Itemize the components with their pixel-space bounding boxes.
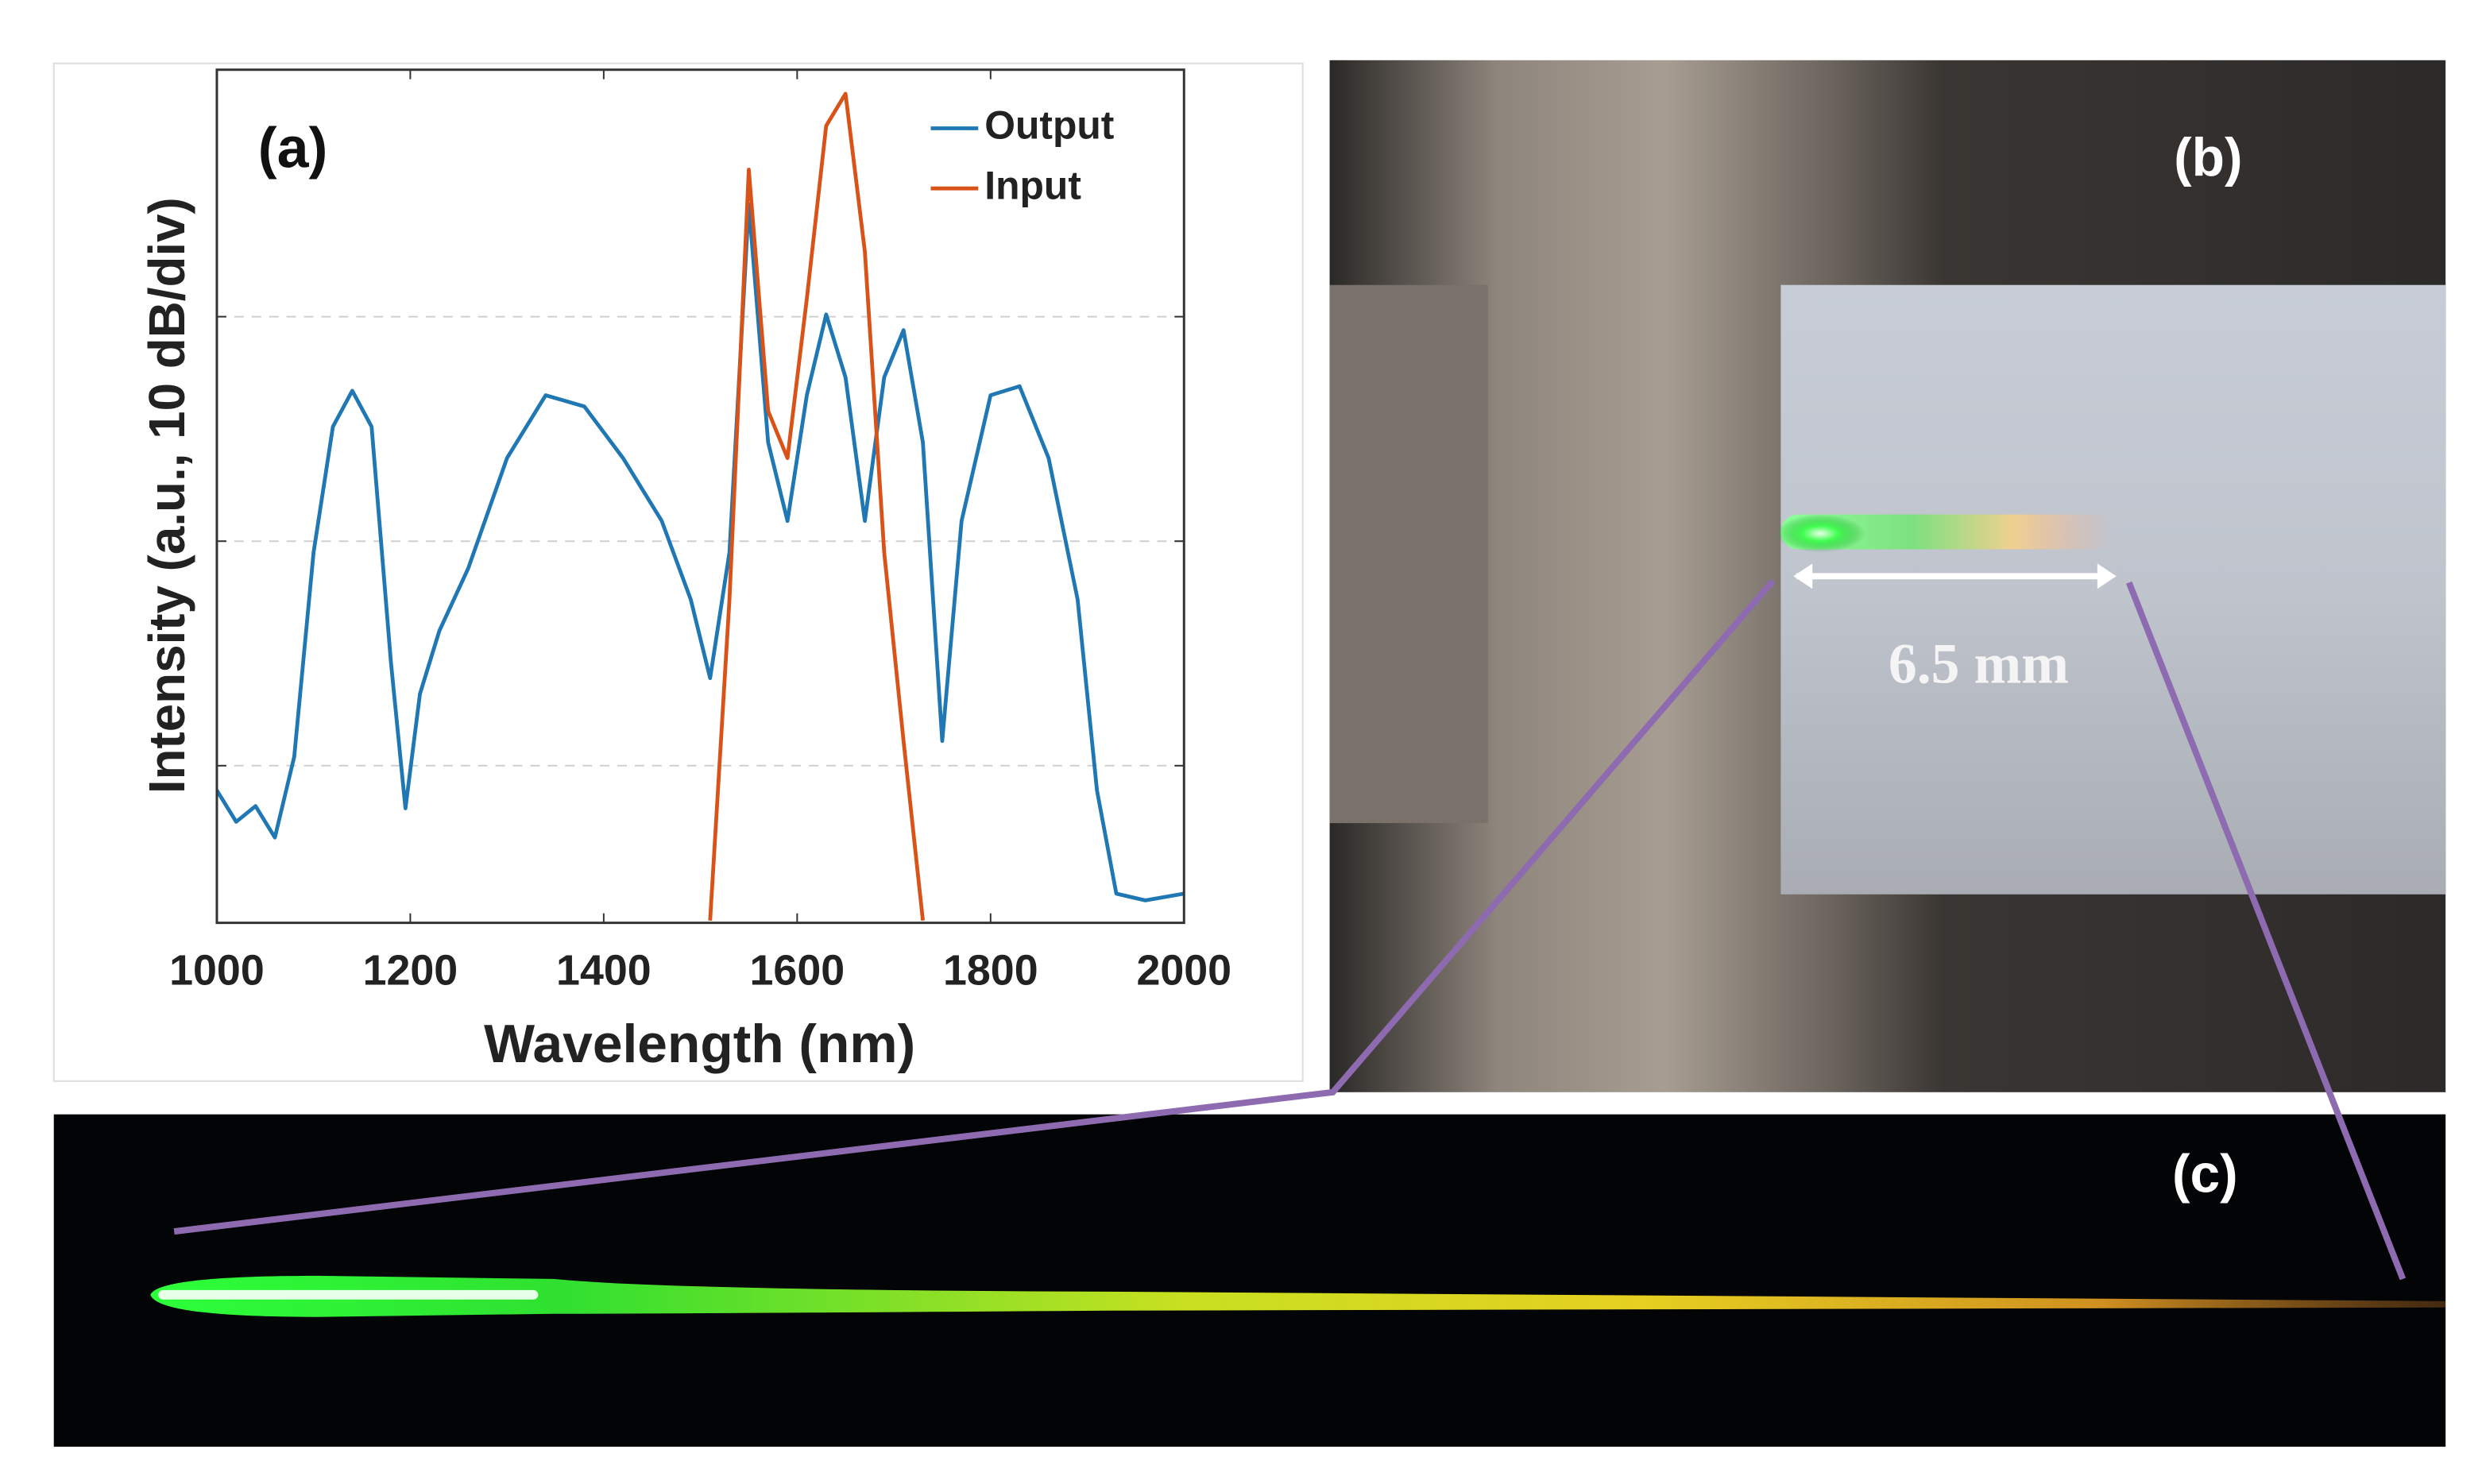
- scale-label: 6.5 mm: [1889, 632, 2069, 695]
- x-tick-label: 1400: [556, 947, 651, 995]
- legend-label: Input: [984, 163, 1081, 207]
- photo-b: 6.5 mm (b): [1329, 60, 2446, 1092]
- connector-line: [173, 578, 1776, 1235]
- series-line: [708, 91, 925, 922]
- photo-beam-core: [158, 1289, 539, 1300]
- photo-glow: [1776, 514, 1865, 553]
- legend-label: Output: [984, 103, 1114, 148]
- panel-label: (c): [2172, 1144, 2238, 1204]
- photo-beam: [1780, 514, 2113, 550]
- photo-beam: [150, 1275, 2446, 1317]
- chart-a: (a) Wavelength (nm) Intensity (a.u., 10 …: [52, 62, 1304, 1082]
- photo-block: [1329, 284, 1488, 824]
- connector-line: [2125, 581, 2407, 1281]
- x-tick-label: 1200: [363, 947, 458, 995]
- x-axis-label: Wavelength (nm): [484, 1014, 915, 1074]
- panel-label: (b): [2174, 128, 2242, 187]
- photo-plate: [1780, 284, 2446, 895]
- panel-label: (a): [258, 116, 328, 180]
- y-axis-label: Intensity (a.u., 10 dB/div): [138, 197, 195, 794]
- photo-c: (c): [53, 1114, 2446, 1447]
- x-tick-label: 1000: [169, 947, 265, 995]
- series-line: [216, 202, 1185, 902]
- x-tick-label: 2000: [1136, 947, 1231, 995]
- plot-frame: [215, 68, 1185, 925]
- x-tick-label: 1800: [943, 947, 1038, 995]
- chart-background: [52, 62, 1304, 1082]
- x-tick-label: 1600: [750, 947, 845, 995]
